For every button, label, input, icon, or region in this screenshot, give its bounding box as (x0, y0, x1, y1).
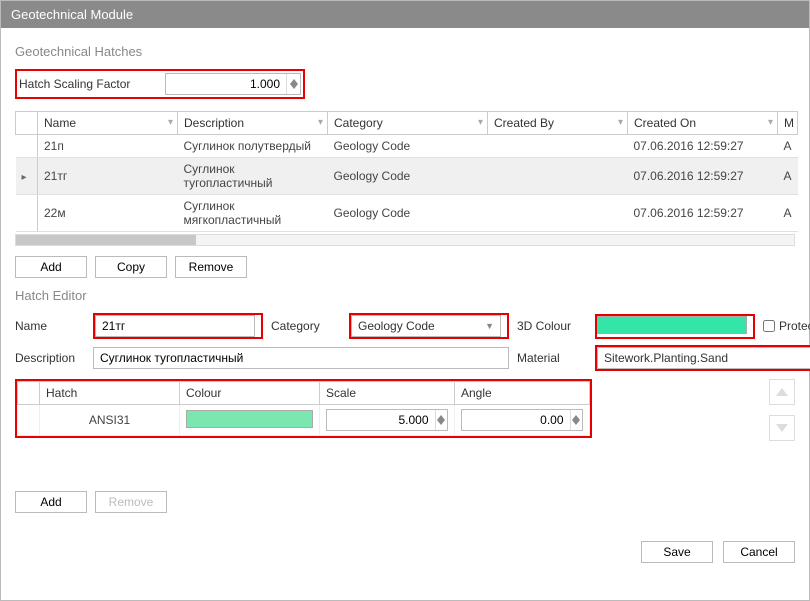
add-layer-button[interactable]: Add (15, 491, 87, 513)
col-name[interactable]: Name▾ (38, 112, 178, 135)
color3d-swatch[interactable] (597, 316, 747, 334)
cell-desc: Суглинок тугопластичный (178, 158, 328, 195)
category-label: Category (271, 319, 341, 333)
row-header-col (18, 382, 40, 405)
save-button[interactable]: Save (641, 541, 713, 563)
col-colour[interactable]: Colour (180, 382, 320, 405)
cell-name: 22м (38, 195, 178, 232)
table-row[interactable]: 22м Суглинок мягкопластичный Geology Cod… (16, 195, 798, 232)
name-input[interactable] (95, 315, 255, 337)
col-scale[interactable]: Scale (320, 382, 455, 405)
cell-m: A (778, 135, 798, 158)
filter-icon[interactable]: ▾ (478, 117, 483, 128)
cell-m: A (778, 158, 798, 195)
category-select[interactable]: Geology Code▼ (351, 315, 501, 337)
move-down-button[interactable] (769, 415, 795, 441)
col-m[interactable]: M (778, 112, 798, 135)
window-title: Geotechnical Module (11, 7, 133, 22)
description-input[interactable] (93, 347, 509, 369)
cell-cat: Geology Code (328, 158, 488, 195)
cancel-button[interactable]: Cancel (723, 541, 795, 563)
cell-on: 07.06.2016 12:59:27 (628, 195, 778, 232)
remove-layer-button[interactable]: Remove (95, 491, 167, 513)
row-header-col (16, 112, 38, 135)
name-label: Name (15, 319, 85, 333)
col-hatch[interactable]: Hatch (40, 382, 180, 405)
table-row[interactable]: ANSI31 (18, 405, 590, 436)
filter-icon[interactable]: ▾ (618, 117, 623, 128)
spinner-arrows[interactable] (286, 74, 300, 94)
hatches-table[interactable]: Name▾ Description▾ Category▾ Created By▾… (15, 111, 798, 232)
cell-by (488, 195, 628, 232)
protected-checkbox[interactable] (763, 320, 775, 332)
cell-by (488, 135, 628, 158)
cell-name: 21п (38, 135, 178, 158)
hatches-section-title: Geotechnical Hatches (15, 44, 795, 59)
cell-angle[interactable] (455, 405, 590, 436)
scaling-spinner[interactable] (165, 73, 301, 95)
add-hatch-button[interactable]: Add (15, 256, 87, 278)
cell-cat: Geology Code (328, 135, 488, 158)
cell-desc: Суглинок мягкопластичный (178, 195, 328, 232)
window-titlebar: Geotechnical Module (1, 1, 809, 28)
row-indicator (16, 135, 38, 158)
row-indicator (16, 158, 38, 195)
scaling-input[interactable] (166, 74, 286, 94)
cell-m: A (778, 195, 798, 232)
col-category[interactable]: Category▾ (328, 112, 488, 135)
table-row[interactable]: 21п Суглинок полутвердый Geology Code 07… (16, 135, 798, 158)
material-label: Material (517, 351, 587, 365)
cell-by (488, 158, 628, 195)
row-indicator (18, 405, 40, 436)
color3d-label: 3D Colour (517, 319, 587, 333)
move-up-button[interactable] (769, 379, 795, 405)
editor-section-title: Hatch Editor (15, 288, 795, 303)
protected-label: Protected (779, 319, 810, 333)
row-indicator (16, 195, 38, 232)
filter-icon[interactable]: ▾ (318, 117, 323, 128)
scaling-label: Hatch Scaling Factor (19, 77, 159, 91)
col-angle[interactable]: Angle (455, 382, 590, 405)
cell-colour[interactable] (180, 405, 320, 436)
remove-hatch-button[interactable]: Remove (175, 256, 247, 278)
cell-on: 07.06.2016 12:59:27 (628, 135, 778, 158)
col-createdby[interactable]: Created By▾ (488, 112, 628, 135)
table-row[interactable]: 21тг Суглинок тугопластичный Geology Cod… (16, 158, 798, 195)
hatches-hscrollbar[interactable] (15, 234, 795, 246)
cell-hatch[interactable]: ANSI31 (40, 405, 180, 436)
cell-cat: Geology Code (328, 195, 488, 232)
chevron-down-icon: ▼ (485, 321, 494, 331)
col-createdon[interactable]: Created On▾ (628, 112, 778, 135)
filter-icon[interactable]: ▾ (768, 117, 773, 128)
cell-name: 21тг (38, 158, 178, 195)
cell-on: 07.06.2016 12:59:27 (628, 158, 778, 195)
cell-scale[interactable] (320, 405, 455, 436)
cell-desc: Суглинок полутвердый (178, 135, 328, 158)
copy-hatch-button[interactable]: Copy (95, 256, 167, 278)
layers-table[interactable]: Hatch Colour Scale Angle ANSI31 (17, 381, 590, 436)
filter-icon[interactable]: ▾ (168, 117, 173, 128)
col-description[interactable]: Description▾ (178, 112, 328, 135)
description-label: Description (15, 351, 85, 365)
material-select[interactable]: Sitework.Planting.Sand▼ (597, 347, 810, 369)
